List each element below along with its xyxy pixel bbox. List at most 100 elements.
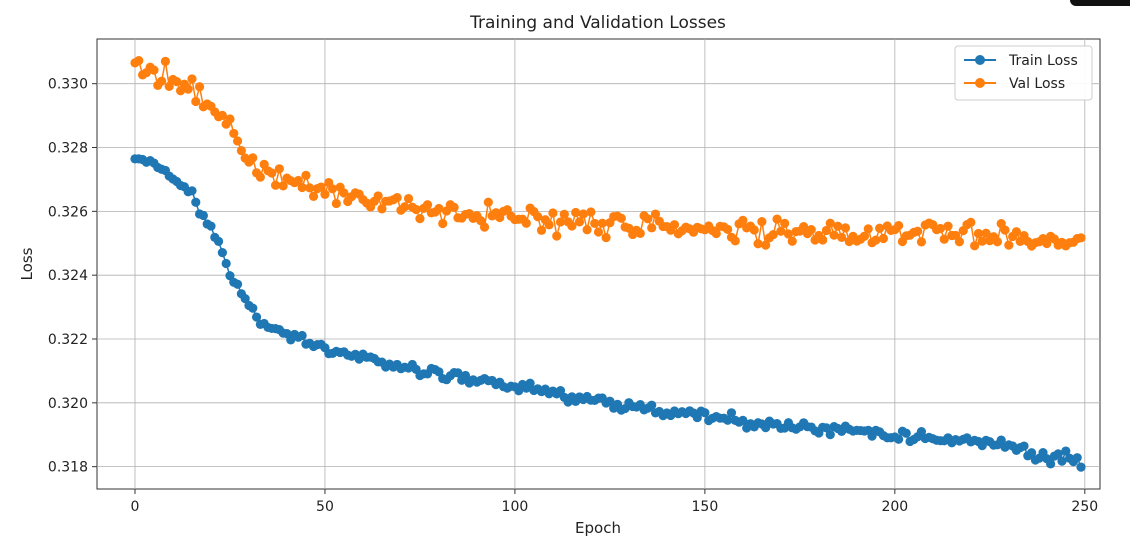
data-point [954, 237, 965, 247]
data-point [966, 217, 976, 227]
data-point [194, 82, 205, 92]
data-point [278, 181, 288, 191]
y-tick-label: 0.324 [48, 268, 88, 284]
data-point [650, 209, 661, 219]
data-point [1042, 238, 1052, 249]
data-point [217, 110, 227, 120]
y-axis-title: Loss [18, 247, 36, 280]
x-tick-label: 250 [1071, 499, 1098, 515]
data-point [270, 180, 281, 190]
data-point [187, 74, 197, 84]
data-point [943, 221, 953, 231]
data-point [191, 197, 201, 207]
window-corner-mark [1070, 0, 1130, 6]
data-point [1046, 459, 1056, 469]
data-point [582, 225, 592, 235]
data-point [571, 207, 581, 218]
data-point [232, 279, 243, 289]
data-point [373, 191, 383, 201]
data-point [415, 214, 425, 224]
data-point [981, 228, 991, 238]
data-point [567, 221, 577, 231]
data-point [825, 218, 835, 228]
data-point [411, 204, 421, 215]
data-point [700, 408, 710, 418]
data-point [552, 231, 562, 241]
data-point [327, 184, 338, 194]
x-tick-label: 150 [692, 499, 719, 515]
y-tick-label: 0.330 [48, 77, 88, 93]
data-point [183, 84, 193, 94]
data-point [840, 223, 851, 233]
data-point [460, 370, 471, 381]
data-point [597, 218, 607, 228]
data-point [525, 378, 535, 388]
data-point [593, 227, 604, 237]
data-point [1053, 449, 1063, 459]
data-point [616, 213, 626, 223]
data-point [438, 218, 448, 229]
data-point [1027, 448, 1037, 458]
data-point [434, 367, 444, 377]
grid-lines [97, 39, 1100, 489]
data-point [783, 229, 794, 239]
plot-frame [96, 38, 1101, 490]
data-point [555, 217, 566, 227]
data-point [723, 224, 733, 234]
data-point [521, 218, 531, 228]
data-point [293, 175, 303, 186]
data-point [149, 65, 159, 75]
data-point [1076, 233, 1086, 243]
data-point [301, 170, 311, 180]
data-point [449, 202, 459, 212]
data-point [1011, 227, 1022, 237]
data-point [768, 229, 778, 240]
data-point [859, 231, 870, 241]
data-point [533, 212, 543, 222]
data-point [825, 430, 835, 440]
data-point [236, 145, 246, 156]
data-point [730, 236, 740, 246]
data-point [198, 210, 208, 221]
data-point [757, 216, 767, 227]
data-point [821, 225, 832, 236]
data-point [977, 236, 987, 246]
data-point [191, 96, 201, 107]
axis-ticks: 0 50 100 150 200 250 0.318 0.320 0.322 0.324 0.326… [48, 77, 1098, 515]
data-point [308, 191, 319, 201]
data-point [601, 232, 611, 243]
data-point [217, 247, 227, 258]
x-tick-label: 50 [316, 499, 334, 515]
data-point [1000, 225, 1010, 235]
data-point [240, 294, 250, 304]
data-point [643, 214, 653, 224]
data-point [578, 209, 588, 219]
data-point [837, 232, 847, 242]
data-point [1057, 456, 1067, 466]
data-point [377, 204, 387, 214]
x-axis-title: Epoch [575, 519, 621, 537]
data-point [422, 200, 433, 210]
data-point [316, 182, 326, 192]
x-tick-label: 0 [131, 499, 140, 515]
data-point [453, 368, 463, 378]
data-point [711, 228, 721, 239]
legend-marker-train [975, 55, 985, 65]
data-point [274, 164, 284, 174]
data-point [331, 198, 341, 209]
data-point [305, 183, 315, 193]
series-layer [130, 56, 1086, 472]
data-point [973, 228, 984, 239]
data-point [206, 221, 216, 231]
data-point [267, 168, 277, 178]
data-point [913, 226, 923, 236]
data-point [232, 136, 243, 146]
data-point [400, 202, 410, 212]
data-point [156, 76, 167, 86]
data-point [894, 221, 904, 231]
y-tick-label: 0.322 [48, 332, 88, 348]
data-point [863, 224, 873, 234]
x-tick-label: 100 [502, 499, 529, 515]
data-point [134, 56, 144, 66]
data-point [749, 225, 759, 235]
